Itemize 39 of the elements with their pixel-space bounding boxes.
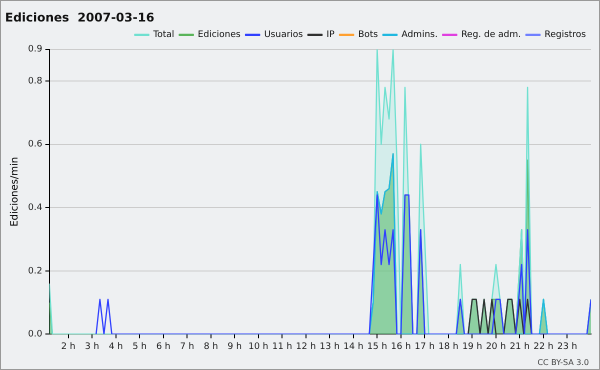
y-axis-title: Ediciones/min [10,156,21,227]
x-tick-label: 5 h [132,342,147,352]
x-tick-label: 13 h [320,342,340,352]
x-tick-label: 15 h [367,342,388,352]
x-tick-label: 6 h [156,342,170,352]
x-tick-label: 8 h [204,342,218,352]
x-tick-label: 14 h [343,342,364,352]
x-tick-label: 3 h [84,342,100,352]
legend-label: IP [326,30,336,40]
y-tick-label: 0.2 [28,266,42,276]
x-tick-label: 21 h [510,342,530,352]
x-tick-label: 19 h [462,342,482,352]
legend-label: Bots [358,30,378,40]
x-tick-label: 2 h [61,342,76,352]
legend-label: Registros [544,30,586,40]
y-tick-label: 0.8 [28,76,43,86]
legend-label: Admins. [401,30,438,40]
x-tick-label: 12 h [296,342,316,352]
x-tick-label: 16 h [390,342,411,352]
chart-title: Ediciones 2007-03-16 [5,10,154,24]
y-tick-label: 0.6 [28,140,43,150]
y-tick-label: 0.9 [28,44,43,55]
x-tick-label: 23 h [557,342,578,352]
legend-label: Total [152,30,174,40]
x-tick-label: 17 h [414,342,435,352]
y-tick-label: 0.4 [28,202,43,213]
x-tick-label: 10 h [248,342,268,352]
x-tick-label: 4 h [108,342,123,352]
text: CC BY-SA 3.0 [537,358,589,368]
y-tick-label: 0.0 [28,330,43,340]
x-tick-label: 9 h [227,342,242,352]
x-tick-label: 22 h [533,342,554,352]
x-tick-label: 18 h [438,342,458,352]
legend-label: Ediciones [198,30,241,40]
x-tick-label: 7 h [180,342,194,352]
legend-label: Reg. de adm. [461,30,521,40]
legend-label: Usuarios [264,30,304,40]
x-tick-label: 11 h [272,342,292,352]
x-tick-label: 20 h [486,342,506,352]
